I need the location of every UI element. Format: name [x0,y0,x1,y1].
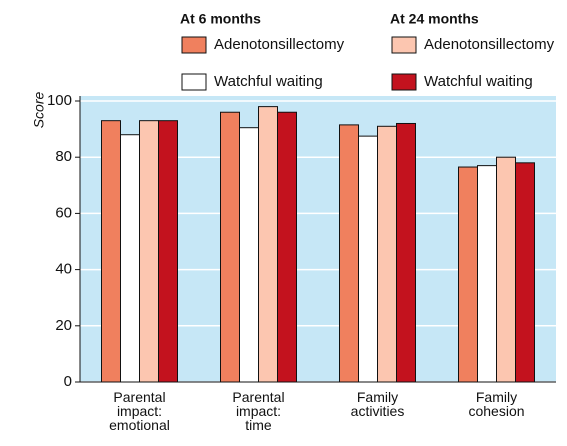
bar [239,127,259,383]
x-tick-label: Parental impact: emotional [109,389,170,433]
legend-swatch [391,73,417,91]
y-tick-label: 40 [55,261,72,278]
y-tick-label: 60 [55,204,72,221]
bar [458,166,478,383]
legend-label: Adenotonsillectomy [424,36,555,53]
y-tick-label: 100 [47,92,72,109]
legend-title: At 6 months [180,11,261,27]
legend-swatch [181,36,207,54]
y-axis-label: Score [31,92,47,129]
bar [277,111,297,383]
bar [496,156,516,383]
legend-label: Watchful waiting [214,73,323,90]
y-tick-label: 80 [55,148,72,165]
x-tick-label: Parental impact: time [232,389,285,433]
y-tick-label: 20 [55,317,72,334]
bar [339,124,359,383]
bar [358,135,378,383]
x-tick-label: Family cohesion [468,389,525,419]
bar [396,122,416,383]
legend-label: Adenotonsillectomy [214,36,345,53]
bar [139,120,159,383]
legend-swatch [391,36,417,54]
bar [101,120,121,383]
legend-title: At 24 months [390,11,479,27]
bar [158,120,178,383]
y-tick-label: 0 [64,373,72,390]
bar [515,162,535,383]
bar [120,134,140,383]
legend-label: Watchful waiting [424,73,533,90]
x-tick-label: Family activities [350,389,405,419]
bar [477,165,497,383]
bar [377,125,397,383]
legend-swatch [181,73,207,91]
bar [258,106,278,383]
bar [220,111,240,383]
